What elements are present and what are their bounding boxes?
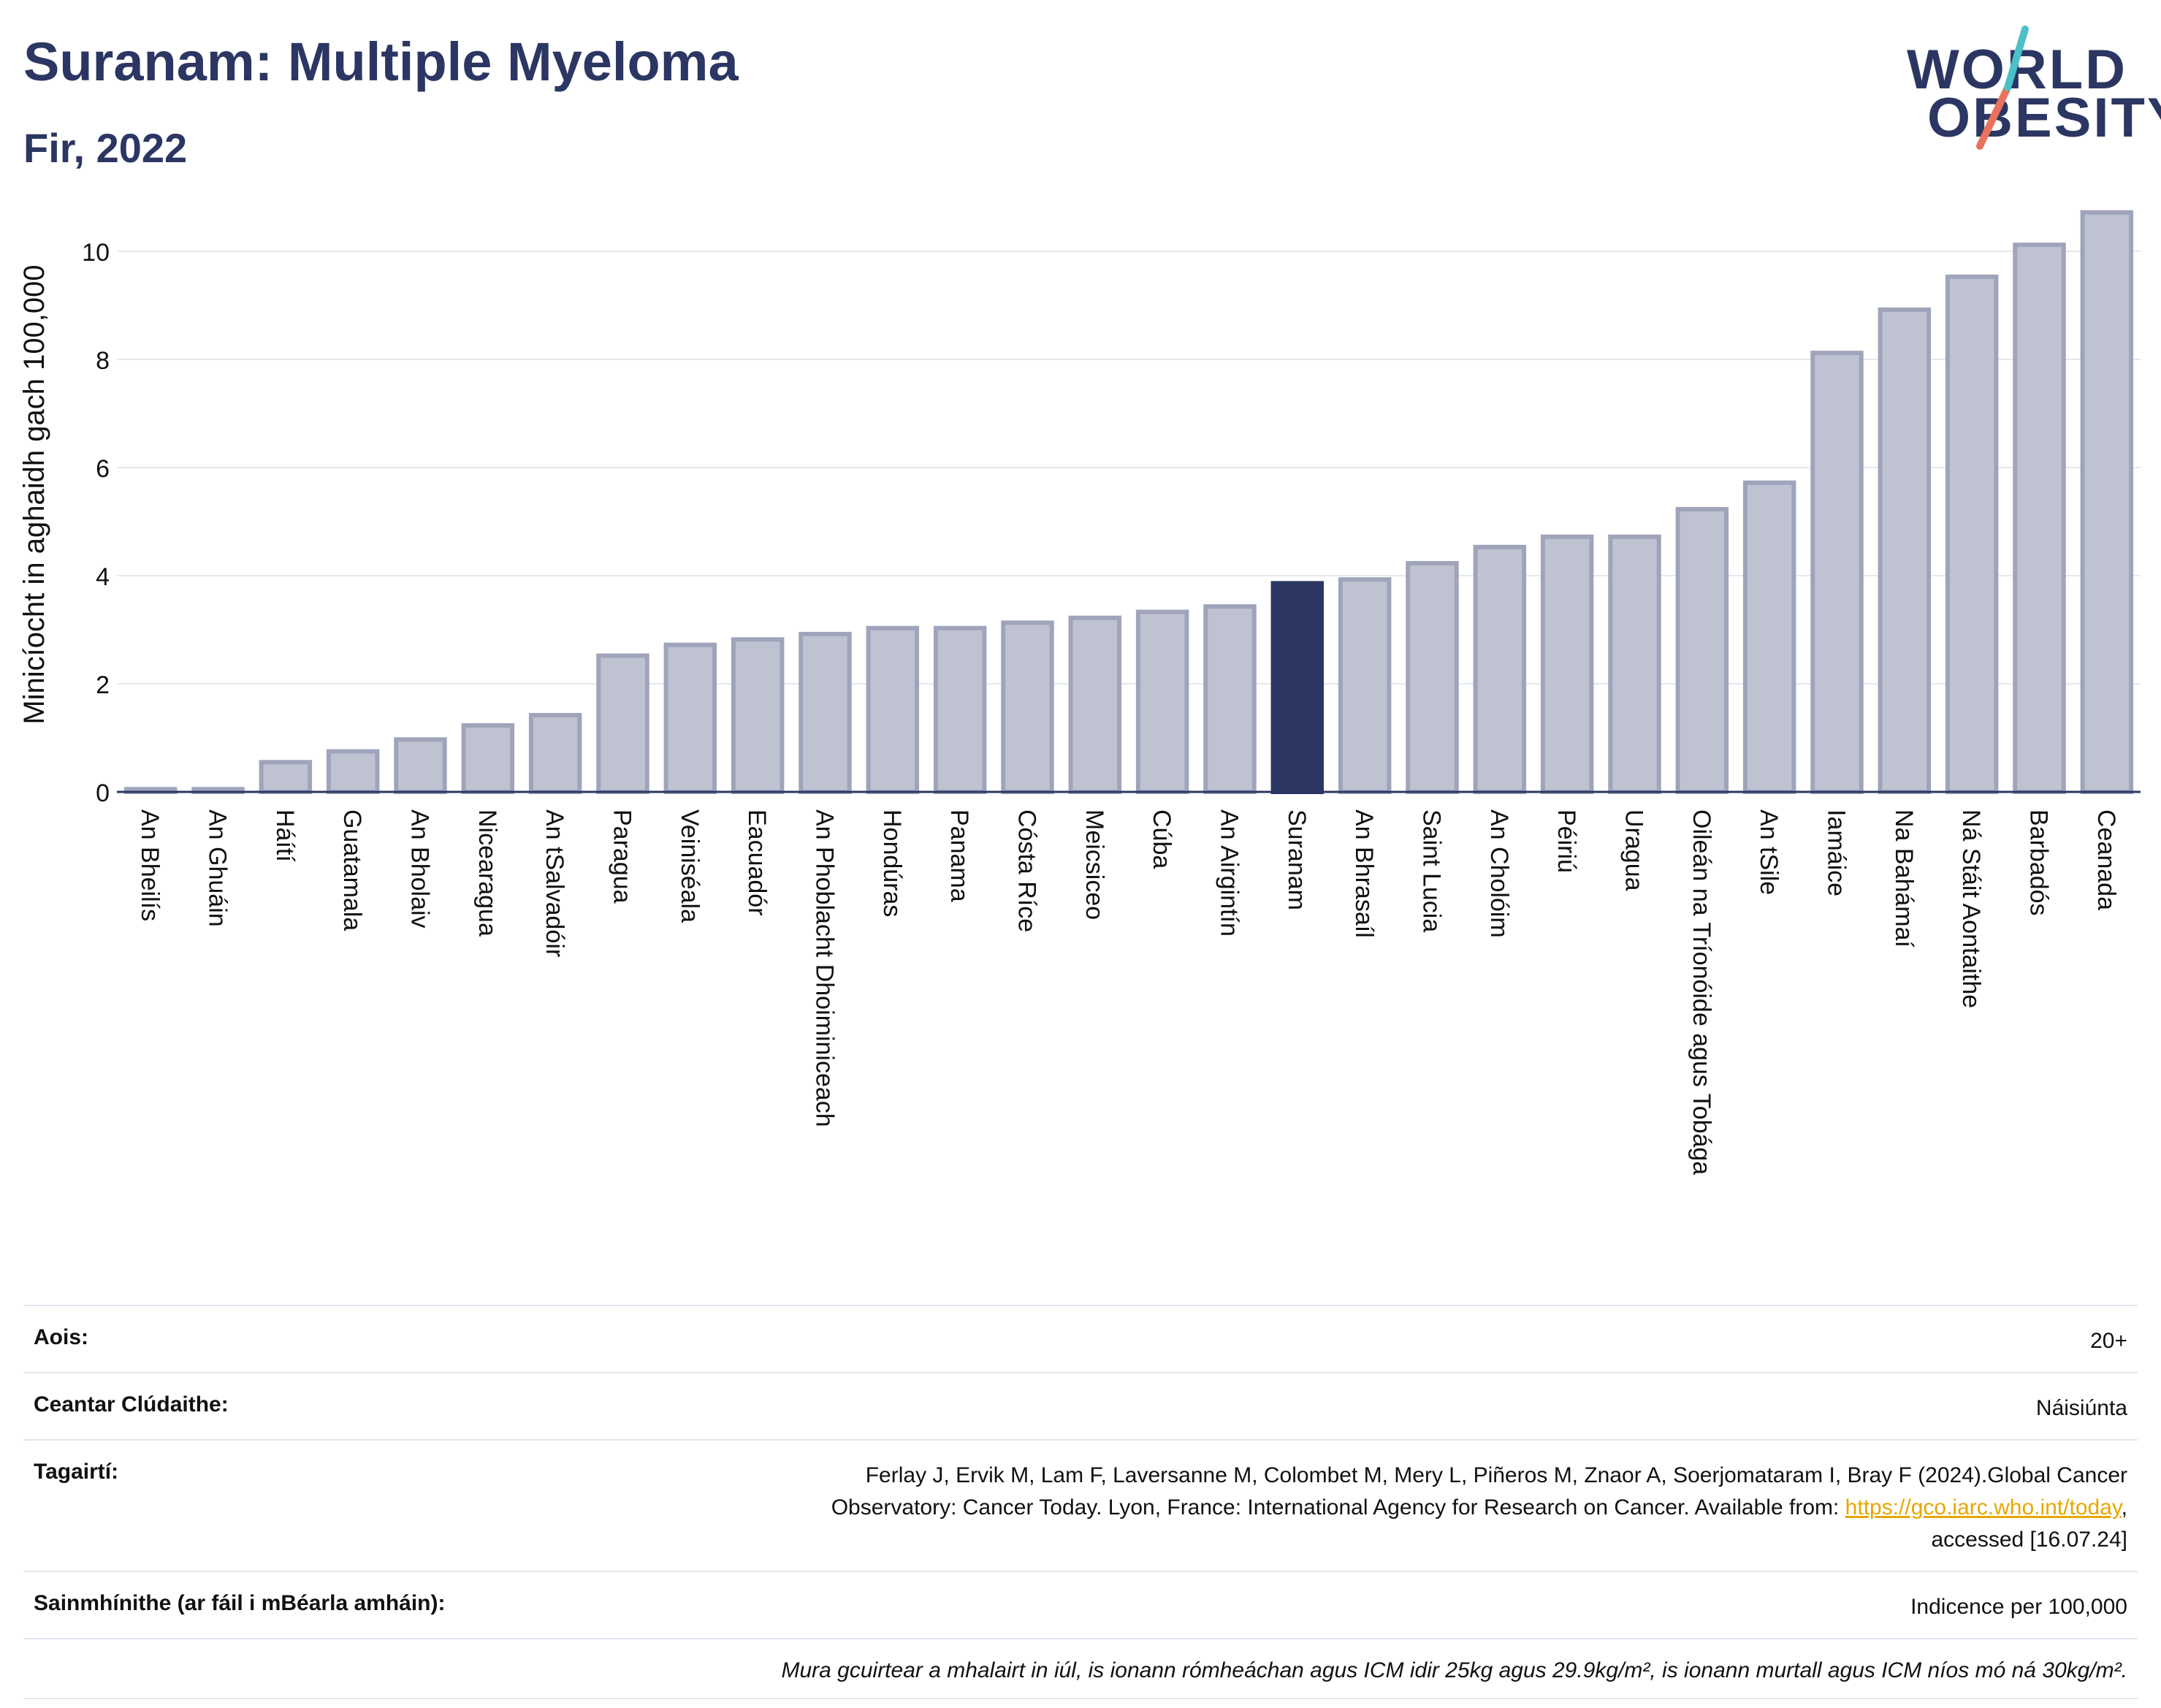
bar: [799, 631, 852, 794]
info-row-definitions: Sainmhínithe (ar fáil i mBéarla amháin):…: [23, 1571, 2138, 1638]
bar: [461, 723, 515, 794]
x-tick-label: Oileán na Tríonóide agus Tobága: [1688, 809, 1715, 1175]
x-tick-label: An Cholóim: [1485, 809, 1513, 938]
bar: [1675, 506, 1729, 794]
info-row-age: Aois: 20+: [23, 1305, 2138, 1372]
y-axis-label: Minicíocht in aghaidh gach 100,000: [18, 264, 50, 724]
info-row-references: Tagairtí: Ferlay J, Ervik M, Lam F, Lave…: [23, 1439, 2138, 1571]
bar: [1742, 480, 1796, 794]
coverage-value: Náisiúnta: [2035, 1396, 2127, 1420]
info-row-coverage: Ceantar Clúdaithe: Náisiúnta: [23, 1372, 2138, 1439]
y-tick-label: 4: [96, 563, 110, 591]
footnote: Mura gcuirtear a mhalairt in iúl, is ion…: [781, 1658, 2127, 1682]
logo-slash-red: [1976, 84, 2011, 150]
references-line-2-comma: ,: [2121, 1495, 2127, 1520]
y-tick-label: 6: [96, 455, 110, 483]
references-label: Tagairtí:: [34, 1460, 119, 1484]
logo-word-obesity: OBESITY: [1927, 87, 2161, 149]
bar: [866, 625, 920, 795]
bar: [1608, 534, 1661, 794]
chart-subtitle: Fir, 2022: [23, 125, 188, 171]
x-tick-label: Paragua: [609, 809, 636, 904]
bar: [1270, 581, 1325, 794]
world-obesity-logo: WORLD OBESITY: [1907, 22, 2161, 153]
bar: [1338, 577, 1392, 794]
bar: [2080, 210, 2134, 795]
x-tick-label: Saint Lucia: [1418, 809, 1446, 932]
age-value: 20+: [2090, 1329, 2127, 1353]
x-tick-label: Iamáice: [1823, 809, 1851, 896]
x-tick-label: Na Bahámaí: [1890, 809, 1918, 948]
y-tick-label: 2: [96, 671, 110, 699]
bar: [663, 642, 717, 794]
references-line-2: Observatory: Cancer Today. Lyon, France:…: [831, 1492, 2127, 1524]
references-line-3: accessed [16.07.24]: [1931, 1528, 2127, 1552]
x-tick-label: An tSalvadóir: [541, 809, 568, 957]
bar: [259, 760, 313, 794]
x-tick-label: Cósta Ríce: [1013, 809, 1041, 932]
info-row-note: Mura gcuirtear a mhalairt in iúl, is ion…: [23, 1638, 2138, 1698]
references-line-1: Ferlay J, Ervik M, Lam F, Laversanne M, …: [865, 1463, 2127, 1487]
x-tick-label: An Ghuáin: [204, 809, 232, 927]
x-tick-label: Háítí: [271, 809, 299, 862]
bars: [123, 210, 2134, 795]
x-tick-label: An Bhrasaíl: [1350, 809, 1378, 938]
bar-chart: 0 2 4 6 8 10 Minicíocht in aghaidh gach 100,0…: [18, 210, 2141, 1175]
logo-slash-teal: [2004, 26, 2029, 91]
x-tick-label: Guatamala: [338, 809, 366, 931]
x-tick-label: Panama: [945, 809, 973, 902]
logo-slash-icon: [1976, 26, 2029, 150]
x-tick-label: Suranam: [1283, 809, 1311, 910]
bar: [596, 653, 649, 795]
bar: [1203, 604, 1257, 794]
x-tick-label: Eacuadór: [743, 809, 771, 916]
x-tick-label: An Bholaiv: [406, 809, 434, 929]
bar: [1135, 609, 1189, 795]
y-tick-label: 10: [82, 239, 110, 267]
bar: [1810, 351, 1864, 794]
references-value: Ferlay J, Ervik M, Lam F, Laversanne M, …: [831, 1460, 2127, 1556]
y-axis-ticks: 0 2 4 6 8 10: [82, 239, 110, 807]
y-tick-label: 0: [96, 779, 110, 807]
x-tick-label: Hondúras: [878, 809, 906, 917]
x-tick-label: An Bheilís: [136, 809, 164, 921]
x-tick-label: Nicearagua: [473, 809, 501, 937]
bar: [528, 712, 582, 794]
info-table: Aois: 20+ Ceantar Clúdaithe: Náisiúnta T…: [23, 1305, 2138, 1699]
table-bottom-divider: [23, 1698, 2138, 1699]
bar: [1540, 534, 1594, 794]
bar: [933, 625, 987, 795]
references-line-2-text: Observatory: Cancer Today. Lyon, France:…: [831, 1495, 1845, 1520]
references-link[interactable]: https://gco.iarc.who.int/today: [1845, 1495, 2122, 1520]
x-tick-label: An Airgintín: [1216, 809, 1243, 937]
bar: [1473, 544, 1527, 794]
chart-title: Suranam: Multiple Myeloma: [23, 31, 739, 92]
definitions-value: Indicence per 100,000: [1910, 1595, 2127, 1619]
x-tick-label: An tSile: [1755, 809, 1783, 895]
bar: [1001, 620, 1054, 794]
x-tick-label: Uragua: [1620, 809, 1648, 891]
y-tick-label: 8: [96, 347, 110, 375]
x-axis-labels: An Bheilís An Ghuáin Háítí Guatamala An Bhol…: [136, 809, 2120, 1175]
age-label: Aois:: [34, 1325, 88, 1349]
bar: [2013, 243, 2066, 795]
x-tick-label: Meicsiceo: [1080, 809, 1108, 920]
x-tick-label: Péiriú: [1552, 809, 1580, 873]
x-tick-label: An Phoblacht Dhoiminiceach: [811, 809, 839, 1127]
x-tick-label: Barbadós: [2025, 809, 2053, 916]
bar: [1878, 307, 1932, 795]
coverage-label: Ceantar Clúdaithe:: [34, 1392, 229, 1417]
bar: [731, 637, 785, 794]
bar: [394, 737, 447, 794]
definitions-label: Sainmhínithe (ar fáil i mBéarla amháin):: [34, 1591, 446, 1615]
bar: [1068, 615, 1122, 794]
x-tick-label: Veiniséala: [676, 809, 704, 923]
x-tick-label: Ceanada: [2092, 809, 2120, 910]
x-tick-label: Cúba: [1148, 809, 1175, 869]
bar: [1406, 560, 1459, 794]
bar: [1945, 274, 1999, 794]
y-gridlines: [117, 251, 2141, 685]
bar: [326, 749, 380, 794]
x-tick-label: Ná Stáit Aontaithe: [1957, 809, 1985, 1008]
